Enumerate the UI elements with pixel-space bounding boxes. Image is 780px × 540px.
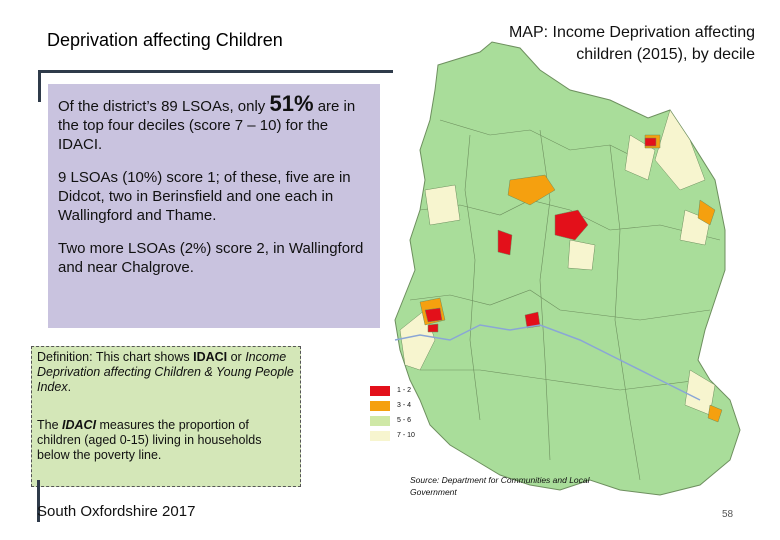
summary-percent: 51% <box>269 91 314 116</box>
legend-swatch-1 <box>370 385 390 396</box>
definition2-text-c: measures the proportion of children (age… <box>37 418 262 462</box>
orange-area-north <box>507 174 556 206</box>
map-source: Source: Department for Communities and L… <box>410 475 590 497</box>
orange-area-south <box>707 404 723 423</box>
river-thames <box>394 324 701 401</box>
district-map <box>394 41 741 496</box>
light-area-west2 <box>424 184 461 226</box>
map-legend: 1 - 2 3 - 4 5 - 6 7 - 10 <box>370 383 415 443</box>
legend-row: 1 - 2 <box>370 383 415 398</box>
map-boundaries <box>409 119 721 481</box>
legend-swatch-3 <box>370 415 390 426</box>
district-outline <box>394 41 741 496</box>
title-rule-vertical <box>38 70 41 102</box>
definition-paragraph-1: Definition: This chart shows IDACI or In… <box>37 350 295 395</box>
red-area-didcot-2 <box>427 323 439 333</box>
summary-p1-end: are in the top four deciles (score 7 – 1… <box>58 98 356 153</box>
footer-label: South Oxfordshire 2017 <box>37 503 196 520</box>
slide-title: Deprivation affecting Children <box>47 30 283 50</box>
light-area-north <box>654 109 706 191</box>
definition-text-e: . <box>67 380 72 394</box>
summary-paragraph-1: Of the district’s 89 LSOAs, only 51% are… <box>58 91 370 154</box>
light-area-west <box>399 309 436 371</box>
summary-paragraph-3: Two more LSOAs (2%) score 2, in Wallingf… <box>58 240 364 276</box>
orange-area-east <box>697 199 716 226</box>
light-area-centre <box>567 239 596 271</box>
red-area-thame <box>554 209 589 241</box>
definition-text-a: Definition: This chart shows <box>37 350 194 364</box>
definition-text-c: or <box>227 350 246 364</box>
definition-paragraph-2: The IDACI measures the proportion of chi… <box>37 418 295 463</box>
definition2-text-a: The <box>37 418 63 432</box>
summary-p1-start: Of the district’s 89 LSOAs, only <box>58 98 270 115</box>
red-area-north <box>644 137 657 147</box>
legend-row: 5 - 6 <box>370 413 415 428</box>
legend-row: 3 - 4 <box>370 398 415 413</box>
definition-idaci: IDACI <box>193 350 228 364</box>
legend-label-4: 7 - 10 <box>397 432 415 439</box>
title-rule-horizontal <box>38 70 393 73</box>
legend-label-1: 1 - 2 <box>397 387 412 394</box>
definition2-idaci: IDACI <box>62 418 97 432</box>
summary-box: Of the district’s 89 LSOAs, only 51% are… <box>48 84 380 328</box>
red-area-berinsfield <box>497 229 513 256</box>
legend-label-2: 3 - 4 <box>397 402 412 409</box>
definition-box: Definition: This chart shows IDACI or In… <box>31 346 301 487</box>
legend-label-3: 5 - 6 <box>397 417 412 424</box>
map-title: MAP: Income Deprivation affecting childr… <box>508 24 755 63</box>
footer-rule <box>37 480 40 522</box>
legend-swatch-2 <box>370 400 390 411</box>
legend-row: 7 - 10 <box>370 428 415 443</box>
legend-swatch-4 <box>370 430 390 441</box>
red-area-wallingford <box>524 311 541 329</box>
page-number: 58 <box>722 509 734 520</box>
definition-index-name: Income Deprivation affecting Children & … <box>37 350 294 394</box>
summary-paragraph-2: 9 LSOAs (10%) score 1; of these, five ar… <box>58 169 351 224</box>
red-area-didcot-1 <box>424 307 443 323</box>
